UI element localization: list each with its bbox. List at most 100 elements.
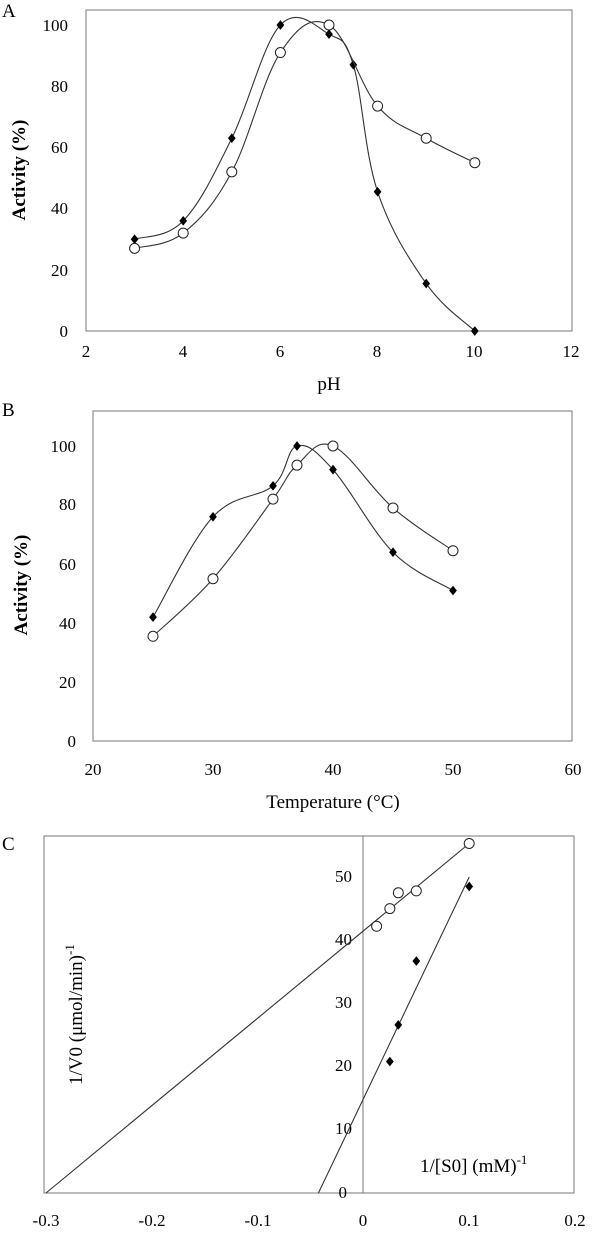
panel-c-xtick-label: -0.2 (139, 1211, 166, 1230)
panel-c-y-axis-title-exponent: -1 (62, 944, 77, 955)
panel-b-diamond-point (293, 441, 301, 451)
panel-c-xtick-label: -0.3 (33, 1211, 60, 1230)
panel-b-diamond-point (329, 464, 337, 475)
panel-b: B 20 30 40 50 60 0 20 40 60 80 100 Tempe… (2, 400, 582, 813)
panel-b-y-axis-title: Activity (%) (11, 535, 32, 636)
panel-a-ytick-label: 80 (51, 77, 68, 96)
panel-c-circle-point (410, 885, 422, 897)
panel-a-data-marks (129, 16, 481, 336)
panel-a-diamond-point (422, 278, 431, 289)
panel-b-circle-point (207, 573, 219, 585)
panel-c-x-ticks: -0.3 -0.2 -0.1 0 0.1 0.2 (33, 1211, 586, 1230)
panel-a-circle-point (420, 132, 432, 144)
panel-c-ytick-label: 30 (335, 993, 352, 1012)
panel-b-xtick-label: 50 (445, 760, 462, 779)
panel-a-series-circle-curve (134, 20, 476, 249)
panel-a-diamond-point (470, 326, 479, 336)
panel-c-diamond-point (394, 1020, 403, 1030)
panel-a-diamond-point (276, 20, 285, 30)
panel-a-label: A (2, 1, 16, 22)
panel-c-xtick-label: 0 (359, 1211, 368, 1230)
panel-c-x-axis-title: 1/[S0] (mM)-1 (420, 1152, 527, 1177)
panel-b-ytick-label: 60 (59, 555, 76, 574)
panel-a-plot-frame (85, 9, 573, 332)
panel-b-xtick-label: 20 (85, 760, 102, 779)
panel-a-circle-point (323, 19, 335, 31)
panel-b-xtick-label: 30 (205, 760, 222, 779)
panel-c-y-axis-title: 1/V0 (μmol/min)-1 (62, 944, 87, 1085)
panel-b-label: B (2, 400, 15, 421)
panel-a-xtick-label: 10 (466, 342, 483, 361)
panel-b-diamond-point (209, 511, 217, 522)
panel-a-xtick-label: 8 (373, 342, 382, 361)
panel-b-diamond-point (269, 480, 277, 491)
panel-b-ytick-label: 40 (59, 614, 76, 633)
panel-a-circle-point (177, 227, 189, 239)
panel-c-xtick-label: -0.1 (245, 1211, 272, 1230)
panel-b-series-circle-curve (152, 443, 454, 637)
panel-b-plot-frame (92, 410, 573, 742)
panel-c-ytick-label: 0 (339, 1183, 348, 1202)
panel-c-diamond-point (412, 956, 421, 966)
panel-a-x-ticks: 2 4 6 8 10 12 (82, 342, 580, 361)
panel-b-circle-point (147, 630, 159, 642)
panel-b-xtick-label: 40 (325, 760, 342, 779)
panel-c-diamond-point (385, 1056, 394, 1067)
panel-b-ytick-label: 100 (51, 437, 77, 456)
panel-a: A 2 4 6 8 10 12 0 20 40 60 80 100 pH Act… (2, 1, 580, 395)
panel-b-diamond-point (449, 585, 457, 596)
panel-c-y-ticks: 0 10 20 30 40 50 (335, 867, 352, 1202)
panel-c-diamond-fit-line (317, 876, 470, 1194)
panel-c-circle-point (384, 903, 396, 915)
panel-b-circle-point (327, 440, 339, 452)
panel-b-diamond-point (389, 547, 397, 558)
panel-a-diamond-point (349, 59, 358, 70)
panel-a-xtick-label: 4 (179, 342, 188, 361)
panel-a-circle-point (274, 47, 286, 59)
panel-b-ytick-label: 20 (59, 673, 76, 692)
panel-c: C -0.3 -0.2 -0.1 0 0.1 0.2 0 10 20 30 40… (2, 834, 586, 1230)
panel-c-xtick-label: 0.1 (458, 1211, 479, 1230)
panel-a-diamond-point (325, 29, 333, 40)
panel-c-circle-point (392, 887, 404, 899)
panel-b-diamond-point (149, 612, 157, 622)
panel-b-y-ticks: 0 20 40 60 80 100 (51, 437, 77, 751)
panel-a-y-axis-title: Activity (%) (9, 120, 30, 221)
panel-c-circle-fit-line (45, 843, 470, 1194)
panel-a-x-axis-title: pH (317, 374, 341, 395)
panel-a-xtick-label: 12 (563, 342, 580, 361)
panel-b-circle-point (291, 459, 303, 471)
panel-b-xtick-label: 60 (565, 760, 582, 779)
panel-b-ytick-label: 80 (59, 495, 76, 514)
panel-a-ytick-label: 100 (43, 16, 69, 35)
panel-c-xtick-label: 0.2 (564, 1211, 585, 1230)
panel-a-xtick-label: 2 (82, 342, 91, 361)
panel-a-ytick-label: 0 (60, 322, 69, 341)
panel-c-x-axis-title-main: 1/[S0] (mM) (420, 1156, 517, 1177)
panel-b-x-ticks: 20 30 40 50 60 (85, 760, 582, 779)
panel-c-data-marks (45, 838, 475, 1194)
panel-a-diamond-point (373, 186, 382, 197)
panel-a-ytick-label: 60 (51, 138, 68, 157)
panel-c-circle-point (463, 838, 475, 850)
panel-a-diamond-point (227, 133, 236, 144)
panel-a-circle-point (372, 100, 384, 112)
panel-b-circle-point (447, 545, 459, 557)
panel-c-x-axis-title-exponent: -1 (517, 1152, 528, 1167)
panel-c-ytick-label: 40 (335, 930, 352, 949)
panel-a-diamond-point (179, 215, 188, 226)
panel-a-circle-point (129, 242, 141, 254)
panel-c-y-axis-title-main: 1/V0 (μmol/min) (66, 955, 87, 1085)
panel-c-ytick-label: 50 (335, 867, 352, 886)
panel-a-diamond-point (130, 234, 139, 245)
panel-b-series-diamond-curve (152, 444, 454, 618)
panel-b-ytick-label: 0 (68, 732, 77, 751)
panel-b-circle-point (267, 493, 279, 505)
panel-a-ytick-label: 20 (51, 261, 68, 280)
panel-b-circle-point (387, 502, 399, 514)
panel-a-y-ticks: 0 20 40 60 80 100 (43, 16, 69, 341)
panel-c-plot-frame (43, 835, 575, 1194)
panel-a-circle-point (469, 157, 481, 169)
panel-b-data-marks (147, 440, 459, 642)
